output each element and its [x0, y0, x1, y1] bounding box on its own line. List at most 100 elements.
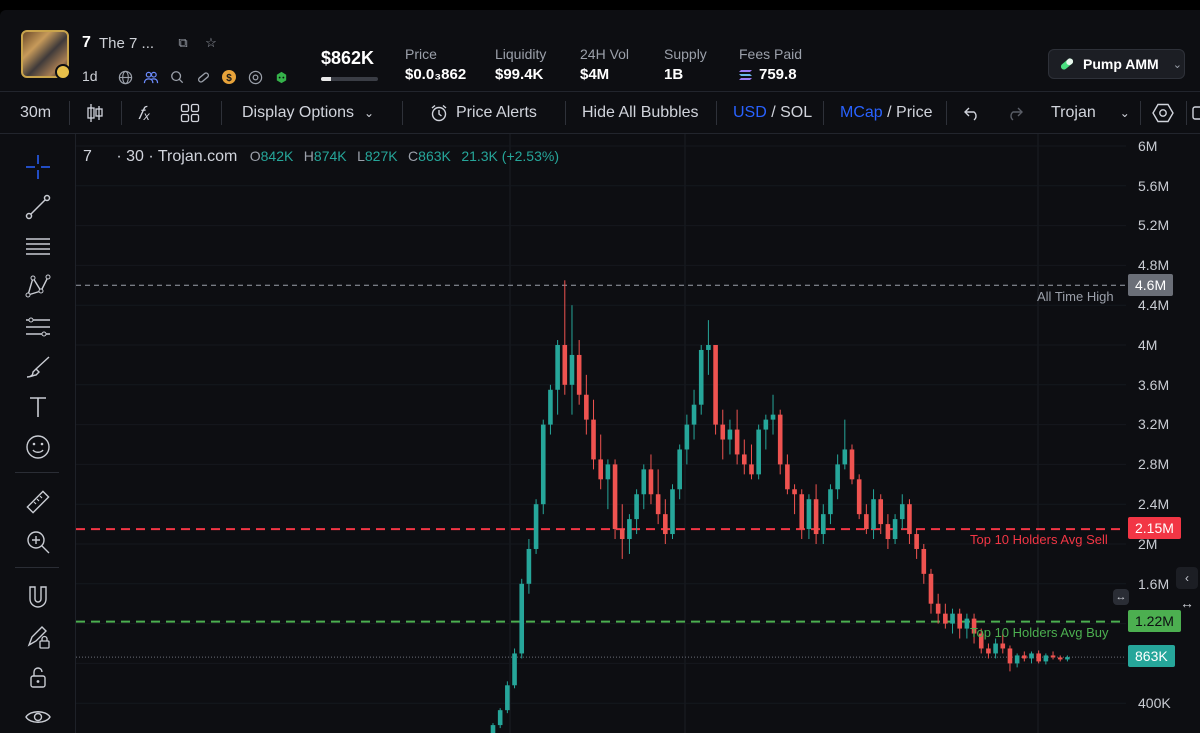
candle: [1000, 643, 1006, 649]
legend-high: 874K: [313, 148, 347, 164]
trend-line-icon[interactable]: [22, 191, 54, 223]
crosshair-icon[interactable]: [22, 151, 54, 183]
candlestick-chart[interactable]: [76, 134, 1126, 733]
candle: [684, 424, 690, 450]
pencil-badge-icon: [55, 64, 71, 80]
emoji-icon[interactable]: [22, 431, 54, 463]
indicators-icon[interactable]: 𝑓ₓ: [138, 102, 151, 123]
fib-retracement-icon[interactable]: [22, 311, 54, 343]
price-tick: 3.6M: [1138, 377, 1170, 393]
candle: [562, 345, 568, 385]
magnet-icon[interactable]: [22, 581, 54, 613]
price-tick: 6M: [1138, 138, 1158, 154]
candle: [670, 489, 675, 535]
unlock-icon[interactable]: [22, 661, 54, 693]
candle: [1029, 653, 1034, 659]
candle: [799, 494, 805, 530]
screenshot-icon[interactable]: [1192, 92, 1200, 134]
ruler-icon[interactable]: [22, 486, 54, 518]
token-header: 7 The 7 ... ⧉ ☆ 1d $ $862K Price $0.0₃86: [0, 10, 1200, 92]
candle: [813, 499, 819, 535]
token-avatar[interactable]: [21, 30, 71, 80]
star-icon[interactable]: ☆: [205, 35, 217, 50]
interval-button[interactable]: 30m: [20, 104, 52, 121]
token-name: The 7 ...: [99, 35, 155, 52]
market-cap-value: $862K: [321, 48, 375, 68]
dollar-coin-icon[interactable]: $: [220, 68, 238, 86]
search-icon[interactable]: [168, 68, 186, 86]
candle: [663, 514, 668, 535]
zoom-in-icon[interactable]: [22, 526, 54, 558]
mcap-price-toggle[interactable]: MCap / Price: [840, 104, 933, 121]
brush-icon[interactable]: [22, 351, 54, 383]
candle: [986, 648, 991, 654]
price-tick: 5.2M: [1138, 217, 1170, 233]
holders-icon[interactable]: [142, 68, 160, 86]
candle: [612, 464, 618, 530]
avg-buy-price-tag: 1.22M: [1128, 610, 1181, 632]
candle: [497, 710, 503, 726]
scroll-arrows-icon[interactable]: ↔: [1113, 589, 1129, 605]
candle: [964, 618, 970, 629]
candle: [892, 519, 898, 540]
bot-icon[interactable]: [272, 68, 290, 86]
horizontal-lines-icon[interactable]: [22, 231, 54, 263]
candle: [641, 469, 647, 495]
text-tool-icon[interactable]: [22, 391, 54, 423]
layout-grid-icon[interactable]: [180, 92, 200, 134]
candle: [899, 504, 905, 520]
candle: [706, 345, 711, 350]
pattern-icon[interactable]: [22, 271, 54, 303]
candle: [907, 504, 912, 535]
resize-arrows-icon[interactable]: ↔: [1180, 595, 1194, 611]
candle: [864, 514, 869, 530]
candle: [677, 449, 682, 490]
candle: [533, 504, 539, 549]
candle: [763, 419, 769, 430]
candle: [555, 345, 560, 390]
candle-type-icon[interactable]: [86, 92, 104, 134]
candle: [828, 489, 833, 515]
candle: [569, 354, 575, 385]
collapse-panel-chevron-icon[interactable]: ‹: [1176, 567, 1198, 589]
redo-icon[interactable]: [1006, 92, 1024, 134]
stat-liquidity: Liquidity $99.4K: [495, 46, 547, 83]
stat-price: Price $0.0₃862: [405, 46, 467, 83]
stat-24h-volume: 24H Vol $4M: [580, 46, 630, 83]
candle: [505, 685, 510, 711]
candle: [1050, 655, 1056, 658]
candle: [849, 449, 855, 480]
pump-pill-icon: [1060, 58, 1074, 70]
eye-icon[interactable]: [22, 701, 54, 733]
ath-label: All Time High: [1037, 289, 1114, 304]
candle: [885, 524, 891, 540]
price-tick: 1.6M: [1138, 576, 1170, 592]
price-tick: 3.2M: [1138, 416, 1170, 432]
svg-text:$: $: [226, 73, 232, 84]
settings-hexagon-icon[interactable]: [1152, 92, 1174, 134]
candle: [1043, 655, 1049, 662]
candle: [698, 349, 704, 405]
display-options-dropdown[interactable]: Display Options ⌄: [242, 104, 375, 121]
trojan-dropdown[interactable]: Trojan ⌄: [1051, 104, 1130, 121]
undo-icon[interactable]: [963, 92, 981, 134]
chart-toolbar: 30m 𝑓ₓ Display Options ⌄ Price Alerts Hid…: [0, 92, 1200, 134]
price-alerts-button[interactable]: Price Alerts: [430, 92, 537, 134]
chevron-down-icon: ⌄: [1119, 106, 1130, 120]
lock-drawings-icon[interactable]: [22, 621, 54, 653]
candle: [1022, 655, 1027, 659]
window-top-strip: [0, 0, 1200, 10]
pump-amm-dropdown[interactable]: Pump AMM ⌄: [1048, 49, 1185, 79]
candle: [871, 499, 876, 530]
candle: [943, 613, 948, 624]
globe-icon[interactable]: [116, 68, 134, 86]
currency-toggle[interactable]: USD / SOL: [733, 104, 813, 121]
candle: [957, 613, 962, 629]
pill-icon[interactable]: [194, 68, 212, 86]
copy-icon[interactable]: ⧉: [178, 35, 188, 50]
candle: [777, 414, 783, 465]
candle: [806, 499, 812, 530]
candle: [914, 534, 919, 549]
hide-bubbles-button[interactable]: Hide All Bubbles: [582, 104, 699, 121]
at-sign-icon[interactable]: [246, 68, 264, 86]
